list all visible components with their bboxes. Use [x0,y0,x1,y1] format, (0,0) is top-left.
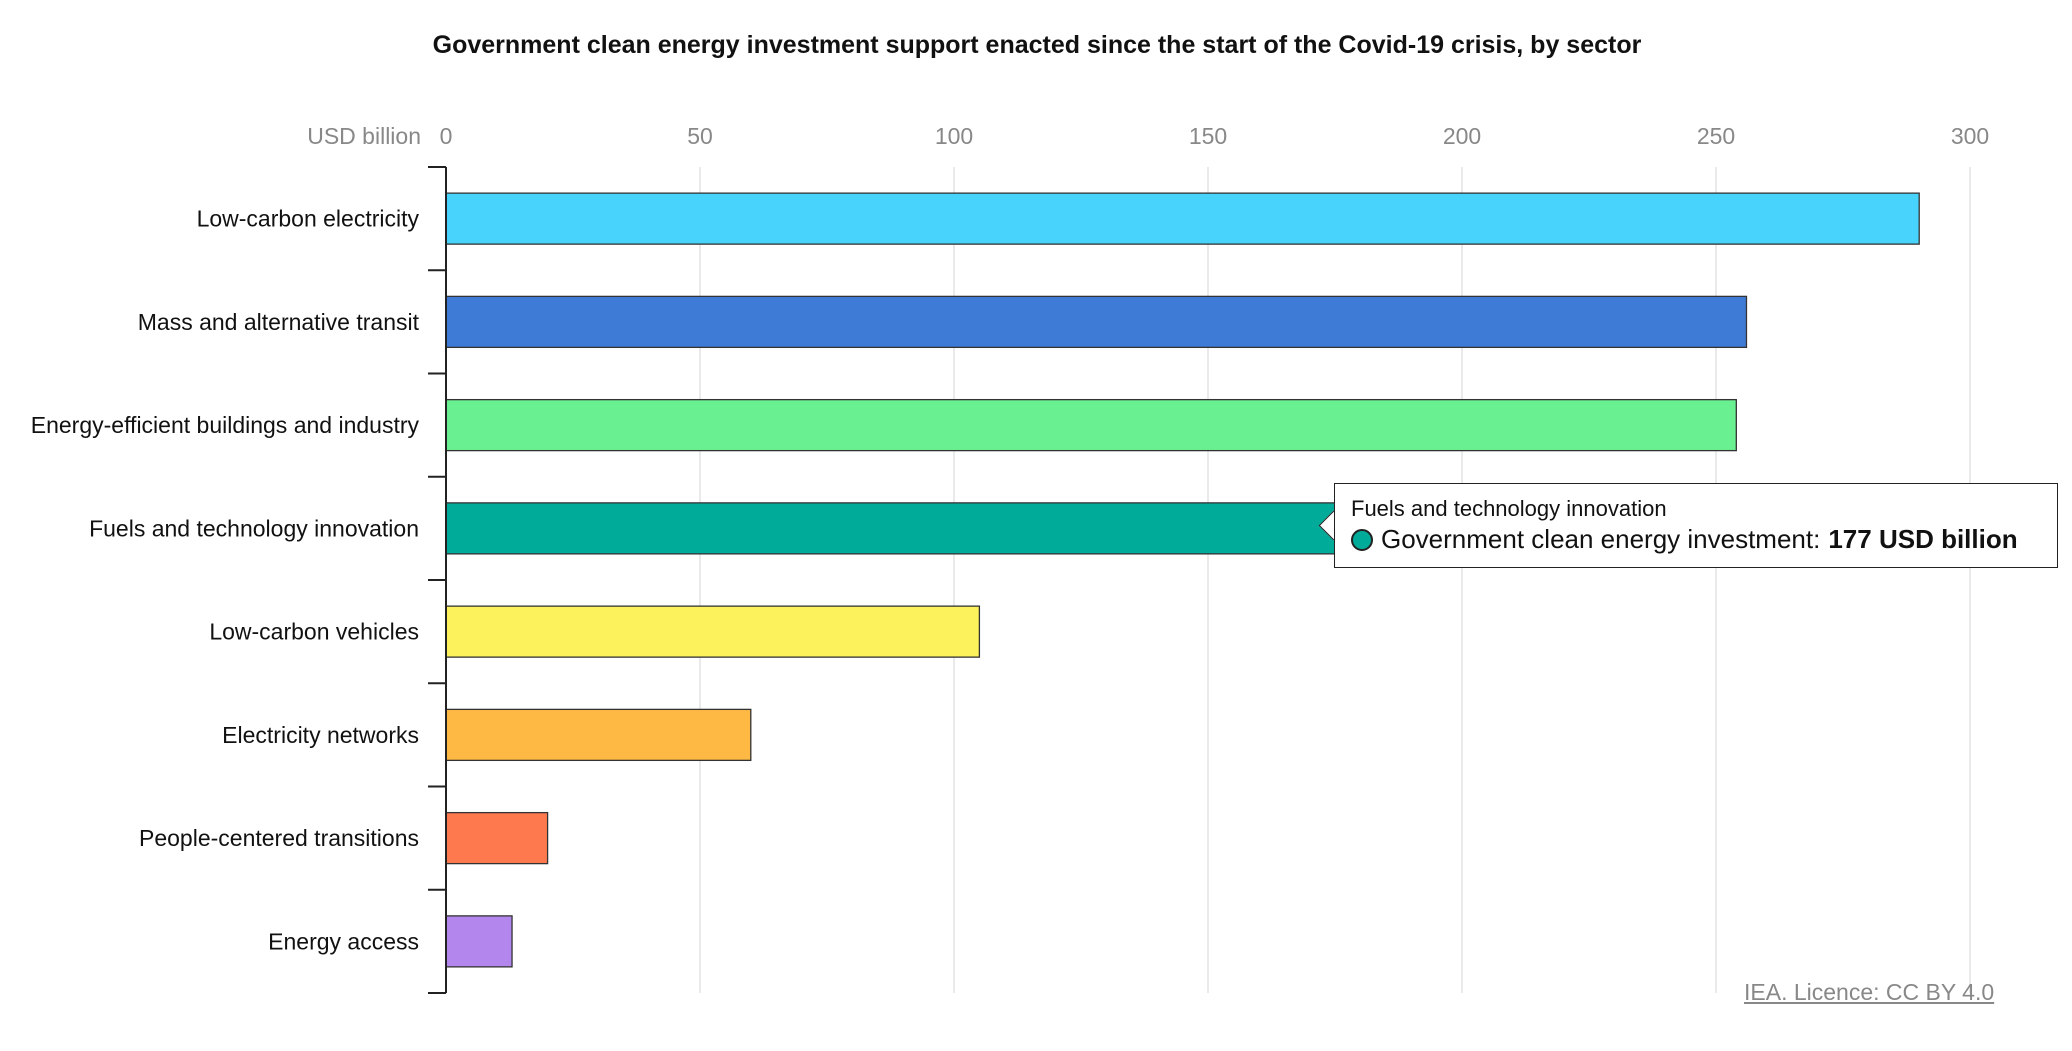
bars [445,192,1920,968]
x-tick-label: 100 [935,123,973,149]
category-label: People-centered transitions [139,825,419,851]
bar[interactable] [445,295,1748,349]
y-axis [428,166,447,994]
category-label: Energy-efficient buildings and industry [31,412,420,438]
tooltip-series-label: Government clean energy investment: [1381,524,1821,554]
bar[interactable] [445,708,752,762]
x-tick-label: 300 [1951,123,1989,149]
x-tick-label: 150 [1189,123,1227,149]
bar[interactable] [445,192,1920,245]
series-dot-icon [1351,528,1373,551]
category-label: Low-carbon vehicles [209,619,419,645]
x-tick-label: 50 [687,123,713,149]
tooltip: Fuels and technology innovation Governme… [1334,483,2058,568]
category-label: Energy access [268,928,419,954]
gridlines [699,167,1971,993]
category-label: Low-carbon electricity [197,206,420,232]
x-tick-label: 200 [1443,123,1481,149]
bar[interactable] [445,605,981,658]
bar[interactable] [445,915,513,968]
category-labels: Low-carbon electricity Mass and alternati… [31,206,420,955]
bar[interactable] [445,398,1737,452]
category-label: Fuels and technology innovation [89,515,419,541]
category-label: Electricity networks [222,722,419,748]
licence-link[interactable]: IEA. Licence: CC BY 4.0 [1744,979,1995,1005]
axis-unit-label: USD billion [307,123,421,149]
tooltip-value: 177 USD billion [1828,524,2018,554]
bar[interactable] [445,811,549,865]
category-label: Mass and alternative transit [138,309,420,335]
chart-title: Government clean energy investment suppo… [433,31,1642,59]
x-tick-label: 0 [440,123,453,149]
x-tick-label: 250 [1697,123,1735,149]
x-tick-labels: 0 50 100 150 200 250 300 [440,123,1990,149]
tooltip-category: Fuels and technology innovation [1351,496,1667,521]
tooltip-row: Government clean energy investment: 177 … [1351,524,2018,555]
bar[interactable] [445,502,1346,555]
